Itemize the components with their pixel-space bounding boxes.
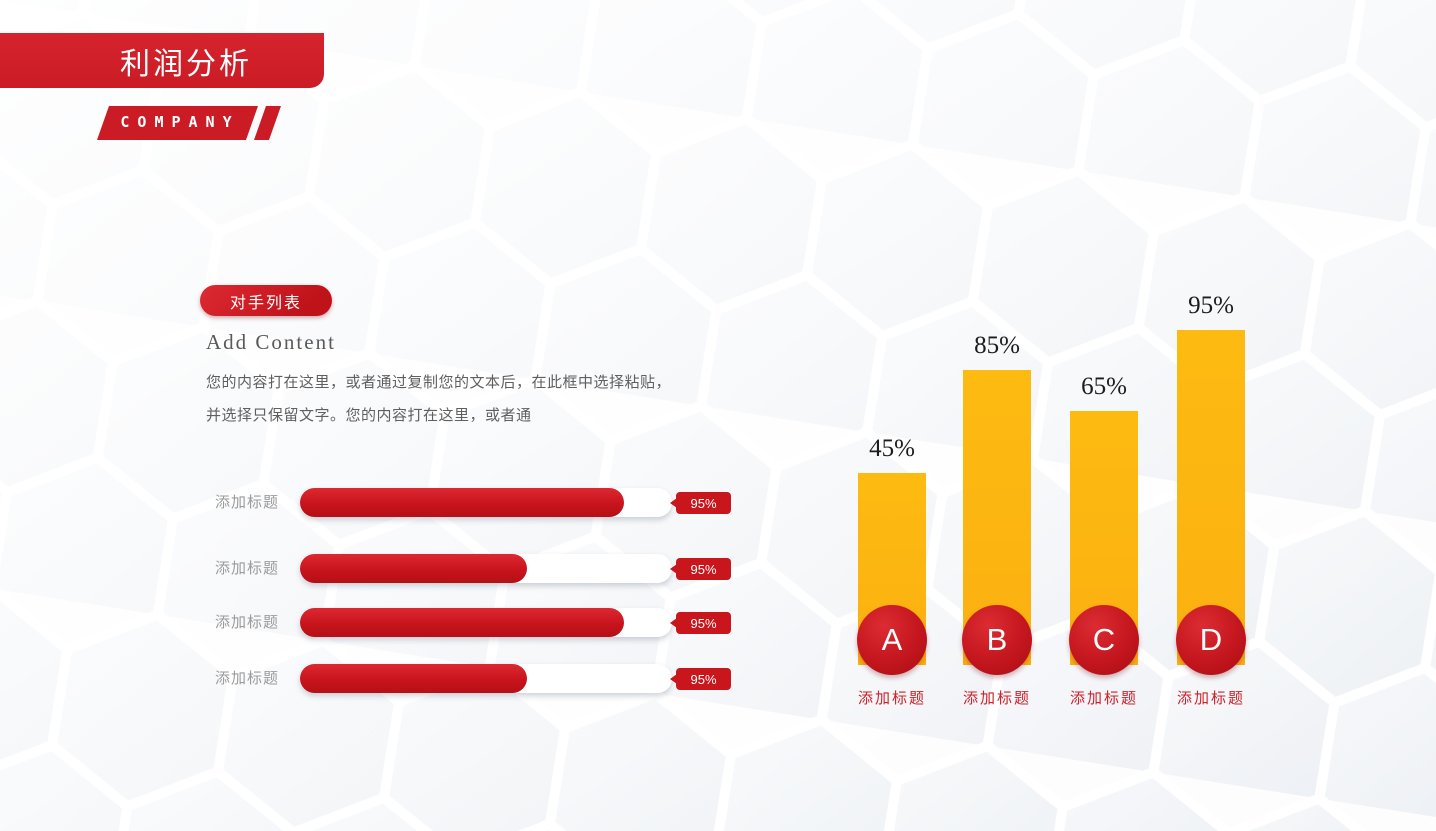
company-tag: COMPANY — [83, 104, 293, 142]
badge-arrow-icon — [670, 674, 677, 684]
progress-value-badge: 95% — [670, 612, 731, 634]
bar-value-label: 95% — [1188, 292, 1234, 319]
badge-arrow-icon — [670, 498, 677, 508]
progress-value: 95% — [690, 615, 717, 631]
bar-value-label: 85% — [974, 332, 1020, 359]
progress-track — [300, 664, 672, 693]
bar-caption: 添加标题 — [962, 690, 1032, 707]
company-tag-shape — [97, 106, 281, 140]
progress-row: 添加标题 95% — [215, 554, 735, 584]
badge-arrow-icon — [670, 564, 677, 574]
bar-caption: 添加标题 — [1176, 690, 1246, 707]
progress-row: 添加标题 95% — [215, 608, 735, 638]
progress-value: 95% — [690, 671, 717, 687]
category-marker: C — [1069, 605, 1139, 675]
chart-column: 45% A 添加标题 — [857, 300, 927, 710]
chart-column: 65% C 添加标题 — [1069, 300, 1139, 710]
progress-label: 添加标题 — [215, 670, 280, 687]
progress-fill — [300, 554, 527, 583]
progress-value: 95% — [690, 495, 717, 511]
progress-fill — [300, 664, 527, 693]
content-body-line1: 您的内容打在这里，或者通过复制您的文本后，在此框中选择粘贴， — [206, 374, 672, 391]
progress-value-badge: 95% — [670, 668, 731, 690]
content-body-line2: 并选择只保留文字。您的内容打在这里，或者通 — [206, 407, 532, 424]
chart-column: 95% D 添加标题 — [1176, 292, 1246, 710]
company-label: COMPANY — [120, 113, 240, 131]
progress-track — [300, 488, 672, 517]
progress-fill — [300, 608, 624, 637]
progress-track — [300, 554, 672, 583]
page-title-banner: 利润分析 — [0, 33, 324, 88]
bar-value-label: 65% — [1081, 373, 1127, 400]
bar-caption: 添加标题 — [857, 690, 927, 707]
progress-value: 95% — [690, 561, 717, 577]
progress-label: 添加标题 — [215, 614, 280, 631]
progress-label: 添加标题 — [215, 560, 280, 577]
badge-arrow-icon — [670, 618, 677, 628]
category-marker: D — [1176, 605, 1246, 675]
page-title: 利润分析 — [120, 47, 252, 81]
section-tag-label: 对手列表 — [229, 294, 302, 312]
category-marker: B — [962, 605, 1032, 675]
bar-value-label: 45% — [869, 435, 915, 462]
progress-fill — [300, 488, 624, 517]
category-letter: B — [986, 622, 1008, 657]
content-body: 您的内容打在这里，或者通过复制您的文本后，在此框中选择粘贴， 并选择只保留文字。… — [206, 366, 746, 432]
category-marker: A — [857, 605, 927, 675]
progress-label: 添加标题 — [215, 494, 280, 511]
progress-row: 添加标题 95% — [215, 664, 735, 694]
progress-row: 添加标题 95% — [215, 488, 735, 518]
progress-value-badge: 95% — [670, 492, 731, 514]
chart-column: 85% B 添加标题 — [962, 300, 1032, 710]
category-letter: A — [881, 622, 903, 657]
bar-caption: 添加标题 — [1069, 690, 1139, 707]
content-heading: Add Content — [206, 330, 336, 354]
section-tag-pill: 对手列表 — [200, 285, 332, 316]
category-letter: C — [1092, 622, 1116, 657]
progress-track — [300, 608, 672, 637]
category-letter: D — [1199, 622, 1223, 657]
progress-value-badge: 95% — [670, 558, 731, 580]
